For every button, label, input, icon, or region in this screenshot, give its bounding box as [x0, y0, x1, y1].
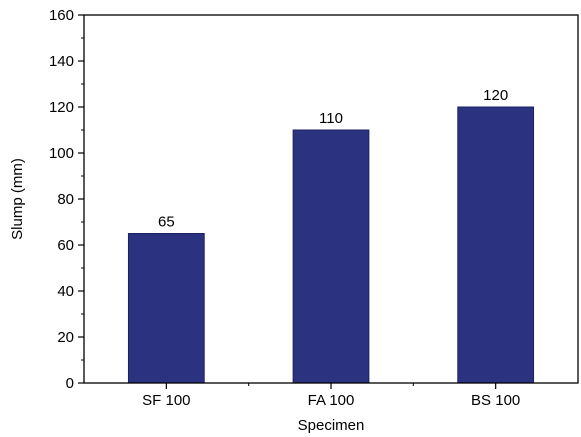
y-tick-label: 40: [57, 283, 74, 300]
bar: [127, 233, 205, 384]
x-tick-label: SF 100: [142, 392, 190, 409]
bar: [292, 129, 370, 384]
y-tick-label: 80: [57, 191, 74, 208]
plot-frame: [83, 14, 579, 384]
y-axis-ticks: 0 20 40 60 80 100 120 140 160: [49, 7, 84, 392]
y-tick-label: 100: [49, 145, 74, 162]
y-tick-label: 20: [57, 329, 74, 346]
bar-data-label: 110: [319, 110, 343, 127]
y-tick-label: 160: [49, 7, 74, 24]
data-labels: 65 110 120: [158, 87, 508, 231]
x-tick-label: BS 100: [471, 392, 520, 409]
y-tick-label: 60: [57, 237, 74, 254]
y-tick-label: 120: [49, 99, 74, 116]
x-tick-label: FA 100: [308, 392, 355, 409]
x-axis-title: Specimen: [298, 417, 365, 434]
y-tick-label: 0: [66, 375, 74, 392]
y-axis-title: Slump (mm): [9, 158, 26, 240]
bars: [127, 106, 535, 384]
x-axis-ticks: SF 100 FA 100 BS 100: [142, 383, 520, 409]
bar-data-label: 65: [158, 214, 175, 231]
bar-data-label: 120: [483, 87, 508, 104]
bar: [457, 106, 535, 384]
y-tick-label: 140: [49, 53, 74, 70]
